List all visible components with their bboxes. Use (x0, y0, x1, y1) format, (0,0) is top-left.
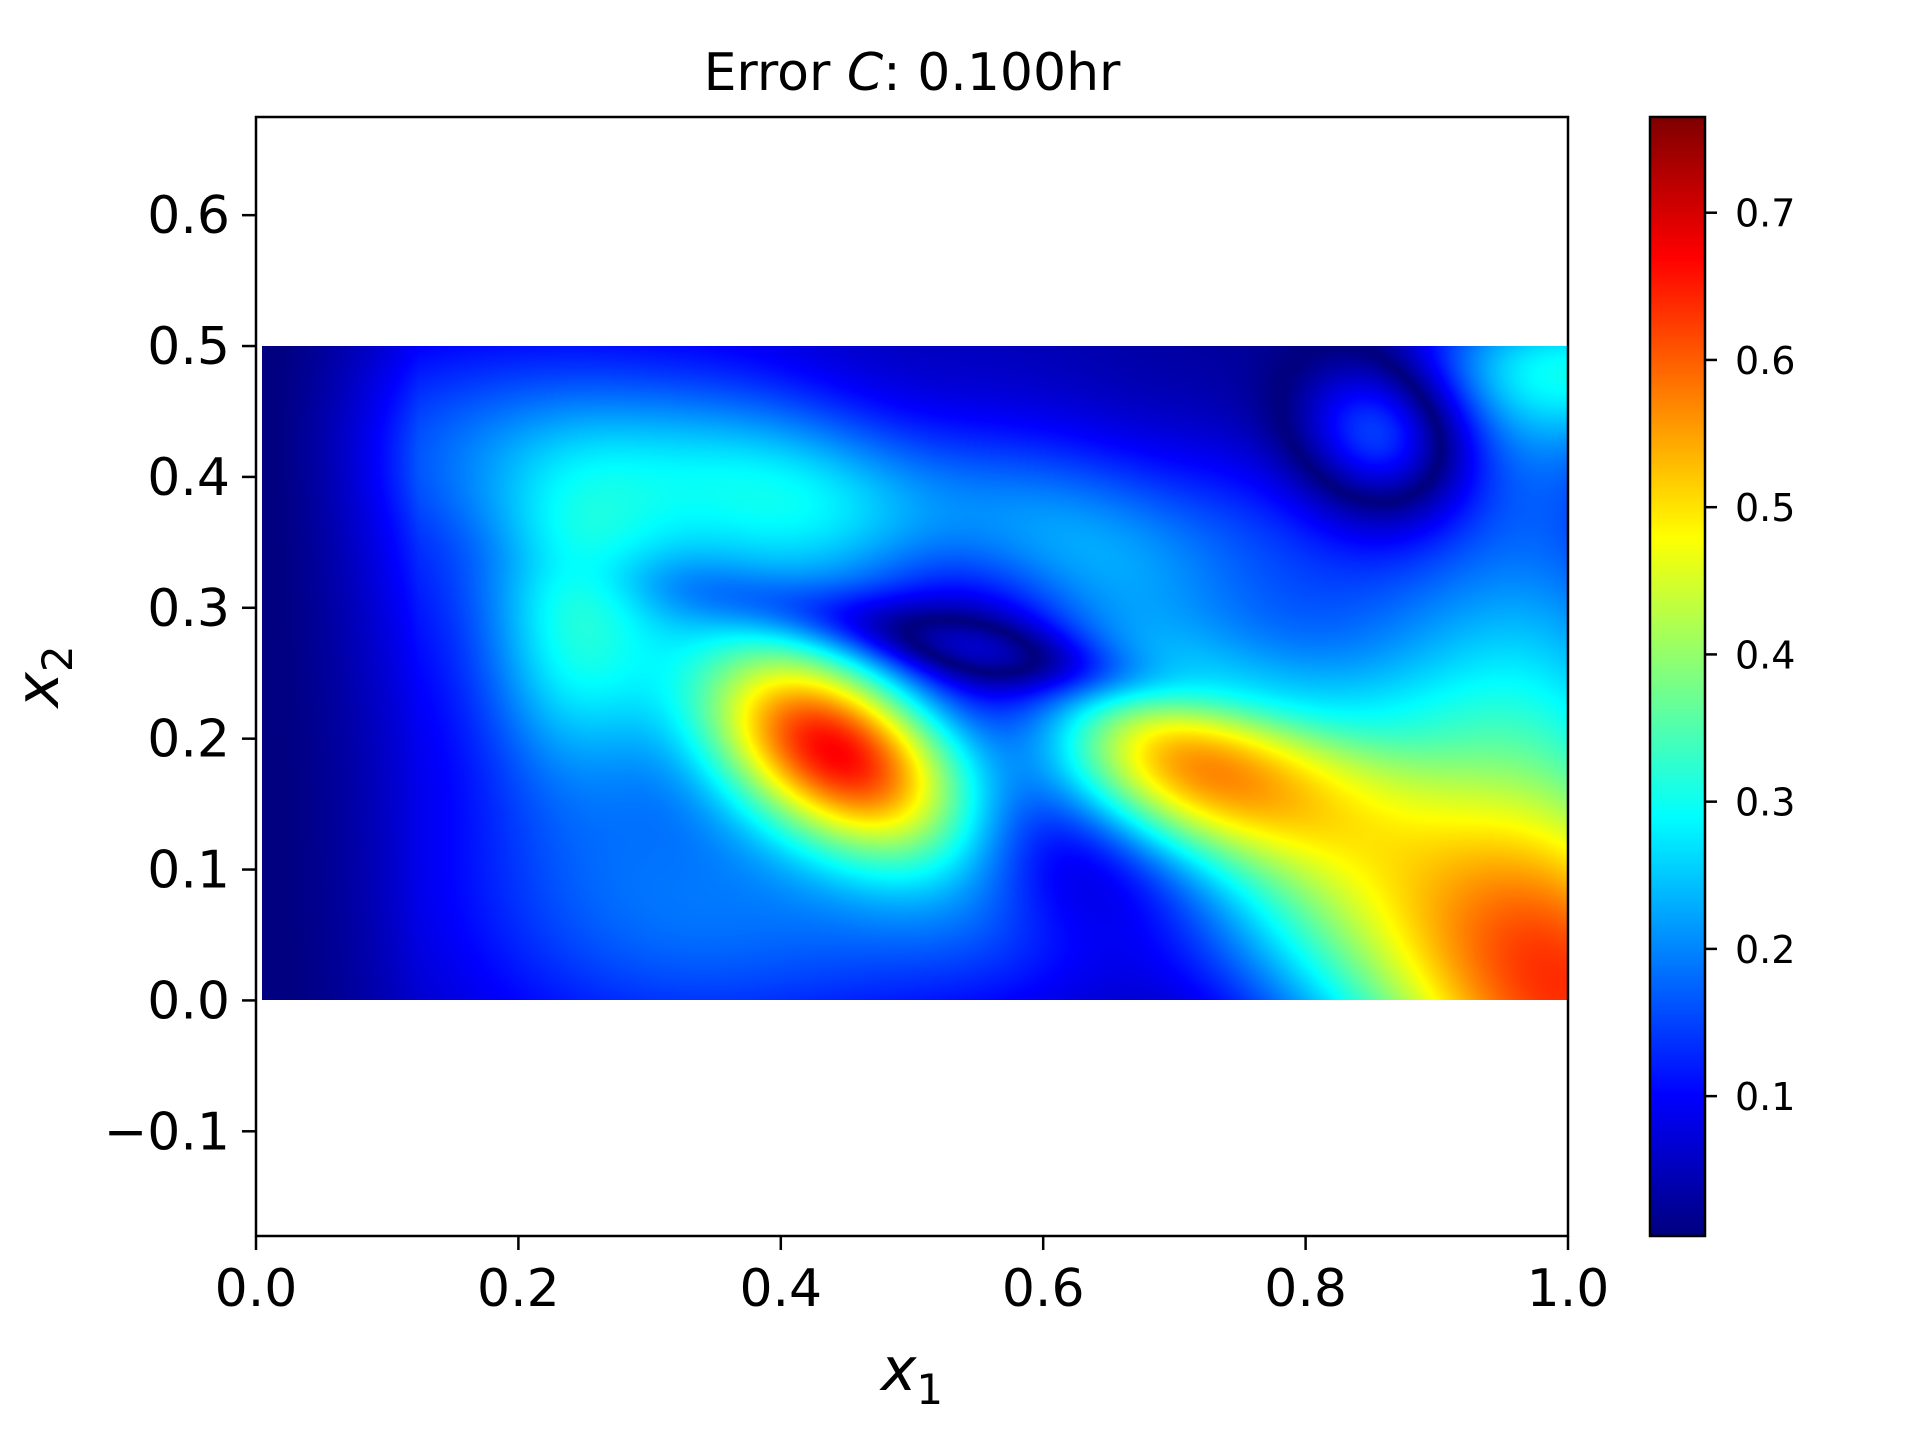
y-tick-label: 0.2 (147, 710, 230, 770)
colorbar-tick-label: 0.5 (1735, 486, 1795, 530)
colorbar-tick-label: 0.6 (1735, 339, 1795, 383)
y-tick-label: −0.1 (104, 1102, 230, 1162)
colorbar-tick-label: 0.1 (1735, 1075, 1795, 1119)
y-tick-label: 0.0 (147, 971, 230, 1031)
chart-title: Error C: 0.100hr (704, 43, 1121, 103)
heatmap-image (262, 346, 1568, 1000)
title-prefix: Error (704, 43, 847, 103)
x-tick-label: 0.6 (1002, 1259, 1085, 1319)
x-tick-label: 0.4 (739, 1259, 822, 1319)
y-tick-label: 0.4 (147, 448, 230, 508)
x-tick-label: 0.8 (1264, 1259, 1347, 1319)
y-axis-label-sub: 2 (33, 645, 82, 672)
colorbar-tick-label: 0.7 (1735, 192, 1795, 236)
x-tick-label: 0.2 (477, 1259, 560, 1319)
title-suffix: : 0.100hr (883, 43, 1121, 103)
x-tick-label: 0.0 (215, 1259, 298, 1319)
plot-frame (254, 115, 1570, 1238)
y-axis-label-base: x (3, 672, 73, 710)
y-tick-label: 0.1 (147, 841, 230, 901)
colorbar-tick-label: 0.4 (1735, 633, 1795, 677)
colorbar-gradient (1650, 117, 1705, 1236)
y-tick-label: 0.5 (147, 317, 230, 377)
colorbar-tick-label: 0.2 (1735, 928, 1795, 972)
y-tick-label: 0.3 (147, 579, 230, 639)
colorbar-frame (1648, 115, 1707, 1238)
x-axis-label: x1 (879, 1335, 943, 1414)
x-tick-label: 1.0 (1527, 1259, 1610, 1319)
x-axis-label-sub: 1 (916, 1365, 943, 1414)
y-axis-label: x2 (3, 645, 82, 709)
colorbar-tick-label: 0.3 (1735, 781, 1795, 825)
title-symbol: C (847, 43, 884, 103)
y-tick-label: 0.6 (147, 186, 230, 246)
x-axis-label-base: x (879, 1335, 917, 1405)
